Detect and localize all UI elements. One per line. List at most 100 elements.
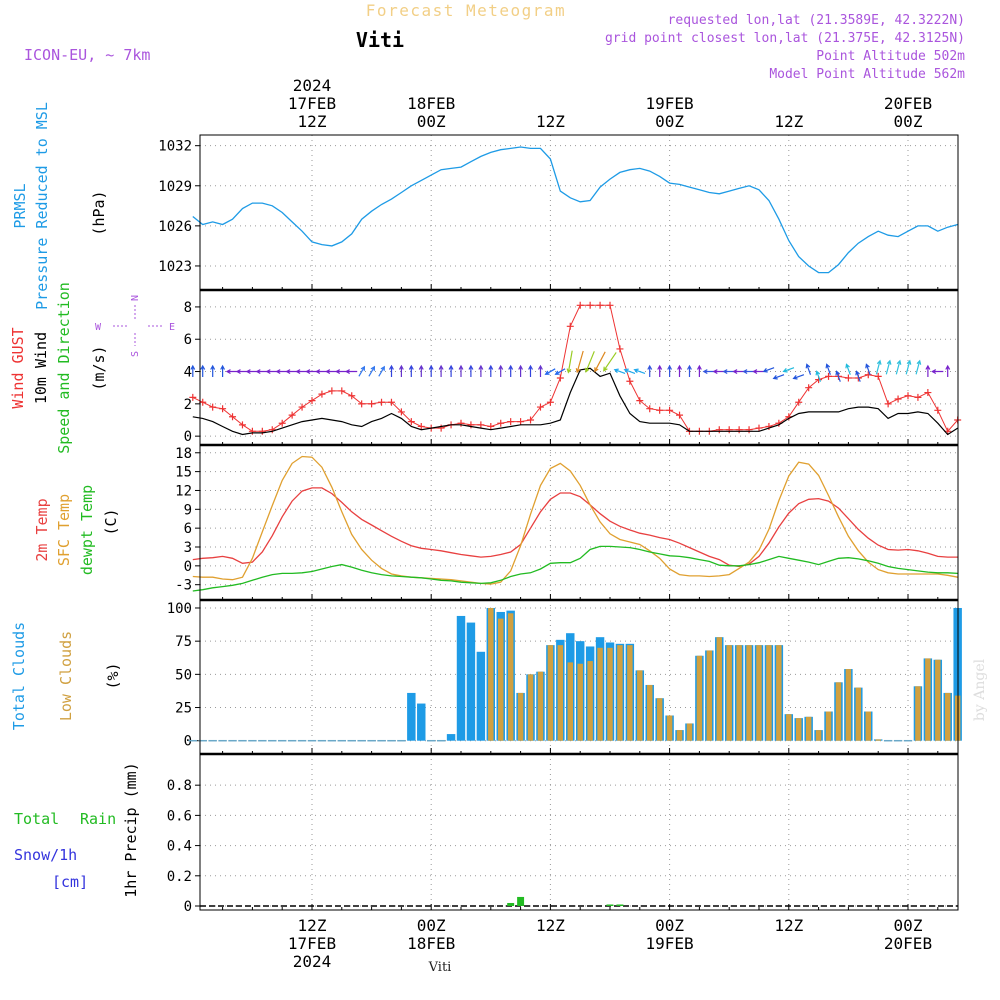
wind-ytick-label: 2	[184, 397, 192, 413]
gust-marker	[795, 398, 803, 406]
low-cloud-bar	[656, 698, 663, 741]
top-time-label: 20FEB	[884, 94, 932, 113]
wind-direction-arrow	[210, 364, 216, 377]
gust-marker	[248, 427, 256, 435]
total-cloud-bar	[446, 734, 456, 741]
wind10-label: 10m Wind	[32, 332, 50, 404]
wind-direction-arrow	[478, 364, 484, 377]
gust-marker	[318, 390, 326, 398]
low-cloud-bar	[796, 718, 802, 741]
gust-marker	[288, 411, 296, 419]
low-cloud-bar	[815, 730, 822, 741]
wind-direction-arrow	[825, 363, 831, 375]
low-cloud-bar	[756, 645, 762, 741]
precip-snow-unit: [cm]	[52, 873, 88, 891]
gust-marker	[417, 422, 425, 430]
low-cloud-bar	[498, 618, 504, 741]
compass-east: E	[169, 322, 175, 333]
low-cloud-bar	[627, 645, 633, 741]
precip-ytick-label: 0.4	[167, 839, 192, 855]
temperature-ytick-label: 12	[175, 483, 192, 499]
gust-marker	[278, 419, 286, 427]
wind-direction-arrow	[613, 368, 626, 374]
wind-direction-arrow	[554, 368, 566, 375]
gust-marker	[616, 345, 624, 353]
wind-direction-arrow	[200, 364, 206, 377]
wind-direction-arrow	[623, 368, 636, 374]
gust-marker	[606, 301, 614, 309]
gust-marker	[437, 424, 445, 432]
gust-marker	[268, 426, 276, 434]
low-cloud-bar	[597, 647, 603, 741]
wind-ytick-label: 0	[184, 429, 192, 445]
gust-marker	[745, 426, 753, 434]
low-cloud-bar	[716, 637, 722, 741]
top-time-label: 12Z	[536, 112, 565, 131]
gust-marker	[755, 424, 763, 432]
clouds-ytick-label: 50	[175, 667, 192, 683]
low-cloud-bar	[557, 645, 564, 741]
temperature-ytick-label: -3	[175, 578, 192, 594]
rain-bar	[606, 904, 614, 906]
clouds-ytick-label: 75	[175, 634, 192, 650]
precip-snow-label: Snow/1h	[14, 846, 77, 864]
rain-bar	[517, 896, 525, 906]
precip-ytick-label: 0.8	[167, 778, 192, 794]
temperature-ytick-label: 9	[184, 502, 192, 518]
gust-marker	[477, 421, 485, 429]
precip-panel: 0 0.2 0.4 0.6 0.8	[167, 754, 958, 915]
wind-direction-arrow	[657, 364, 663, 377]
compass-rose: N S W E	[95, 295, 175, 357]
dewpt-series-line	[192, 545, 958, 592]
rain-bar	[616, 904, 624, 906]
total-cloud-bar	[456, 615, 466, 741]
wind-direction-arrow	[190, 364, 196, 377]
pressure-ytick-label: 1032	[158, 139, 192, 155]
gust-marker	[209, 403, 217, 411]
gust-marker	[348, 392, 356, 400]
low-cloud-bar	[835, 682, 842, 741]
low-clouds-label: Low Clouds	[57, 631, 75, 721]
temperature-ytick-label: 18	[175, 446, 192, 462]
top-time-label: 12Z	[774, 112, 803, 131]
gust-marker	[487, 422, 495, 430]
wind-direction-arrow	[752, 369, 765, 375]
gust-marker	[378, 398, 386, 406]
clouds-ytick-label: 0	[184, 734, 192, 750]
gust-marker	[258, 427, 266, 435]
low-cloud-bar	[915, 686, 921, 741]
wind-direction-arrow	[895, 359, 902, 375]
clouds-panel: 0 25 50 75 100	[167, 600, 962, 754]
low-cloud-bar	[706, 650, 713, 741]
wind-direction-arrow	[905, 359, 912, 375]
wind-direction-arrow	[835, 370, 841, 382]
wind-direction-arrow	[925, 364, 931, 377]
wind-direction-arrow	[885, 359, 892, 375]
low-cloud-bar	[517, 692, 524, 741]
temperature-ytick-label: 6	[184, 521, 192, 537]
gust-marker	[934, 406, 942, 414]
low-cloud-bar	[666, 715, 673, 741]
gust-marker	[229, 413, 237, 421]
bottom-time-label: 19FEB	[646, 934, 694, 953]
top-time-label: 00Z	[417, 112, 446, 131]
low-cloud-bar	[776, 645, 782, 741]
pressure-panel: 1023 1026 1029 1032	[158, 135, 958, 290]
low-cloud-bar	[786, 714, 792, 741]
temperature-ytick-label: 15	[175, 465, 192, 481]
wind-unit-label: (m/s)	[90, 345, 108, 390]
wind-direction-arrow	[488, 364, 494, 377]
low-cloud-bar	[547, 645, 554, 741]
gust-marker	[536, 403, 544, 411]
precip-ytick-label: 0.6	[167, 808, 192, 824]
wind-direction-arrow	[782, 367, 795, 373]
low-cloud-bar	[507, 613, 514, 741]
wind-direction-arrow	[945, 364, 951, 377]
top-time-label: 12Z	[298, 112, 327, 131]
wind-direction-arrow	[815, 370, 822, 382]
gust-marker	[904, 392, 912, 400]
wind-direction-arrow	[378, 365, 385, 377]
low-cloud-bar	[587, 661, 593, 741]
